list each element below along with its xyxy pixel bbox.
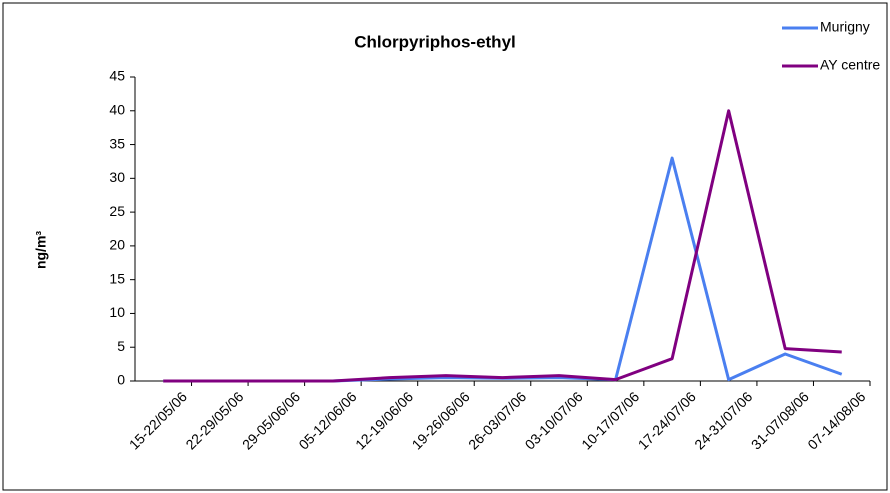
y-tick-label: 20	[109, 237, 125, 253]
y-tick-label: 45	[109, 68, 125, 84]
x-tick-label: 07-14/08/06	[804, 388, 868, 452]
x-tick-label: 15-22/05/06	[126, 388, 190, 452]
x-tick-label: 17-24/07/06	[635, 388, 699, 452]
x-tick-label: 24-31/07/06	[691, 388, 755, 452]
y-tick-label: 0	[117, 372, 125, 388]
legend-label: AY centre	[820, 57, 880, 73]
y-tick-label: 10	[109, 304, 125, 320]
y-axis-label: ng/m³	[33, 231, 49, 269]
x-tick-label: 12-19/06/06	[352, 388, 416, 452]
x-tick-label: 31-07/08/06	[748, 388, 812, 452]
x-tick-label: 19-26/06/06	[409, 388, 473, 452]
x-tick-label: 22-29/05/06	[182, 388, 246, 452]
y-tick-label: 35	[109, 135, 125, 151]
y-tick-label: 25	[109, 203, 125, 219]
chart-title: Chlorpyriphos-ethyl	[354, 32, 516, 51]
y-tick-label: 5	[117, 338, 125, 354]
series-line	[163, 109, 842, 383]
x-tick-label: 10-17/07/06	[578, 388, 642, 452]
x-tick-label: 29-05/06/06	[239, 388, 303, 452]
y-tick-label: 15	[109, 270, 125, 286]
y-tick-label: 40	[109, 101, 125, 117]
x-tick-label: 05-12/06/06	[295, 388, 359, 452]
x-tick-label: 03-10/07/06	[522, 388, 586, 452]
series-line	[163, 156, 843, 383]
legend-label: Murigny	[820, 19, 870, 35]
y-tick-label: 30	[109, 169, 125, 185]
x-tick-label: 26-03/07/06	[465, 388, 529, 452]
